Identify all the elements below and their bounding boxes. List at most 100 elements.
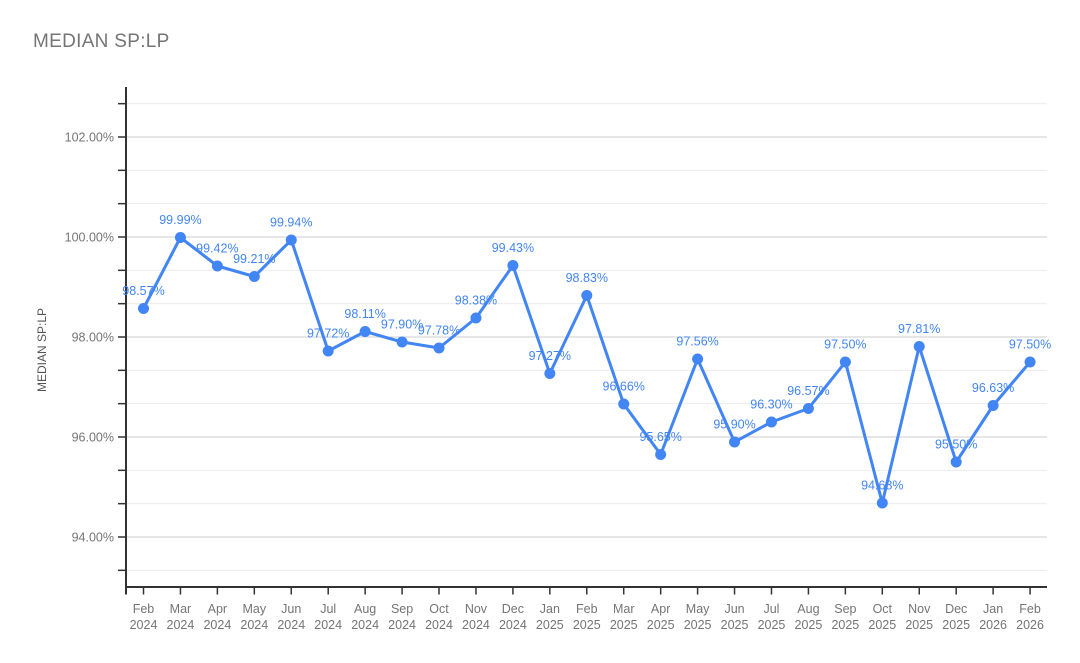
data-point-label: 98.11% — [344, 307, 385, 321]
data-point[interactable] — [618, 398, 630, 410]
x-axis-tick-label-year: 2024 — [499, 618, 527, 632]
data-point-markers — [138, 232, 1036, 509]
x-axis-tick-label-year: 2025 — [647, 618, 675, 632]
x-axis-tick-label-year: 2026 — [979, 618, 1007, 632]
data-point[interactable] — [655, 449, 667, 460]
data-point[interactable] — [174, 232, 186, 243]
data-point-label: 99.94% — [270, 216, 312, 230]
data-point[interactable] — [544, 368, 556, 379]
data-point[interactable] — [692, 353, 704, 365]
x-axis-tick-label-year: 2025 — [721, 618, 749, 632]
y-axis-tick-labels: 94.00% 96.00% 98.00% 100.00% 102.00% — [65, 131, 114, 545]
data-point[interactable] — [839, 356, 851, 368]
x-axis-tick-label-month: Oct — [429, 602, 449, 616]
chart-title: MEDIAN SP:LP — [33, 31, 170, 52]
x-axis-tick-label-month: Oct — [873, 602, 893, 616]
x-axis-tick-label-year: 2025 — [684, 618, 712, 632]
x-axis-tick-label-year: 2024 — [314, 618, 342, 632]
x-axis-tick-label-month: Sep — [834, 602, 856, 616]
data-point-label: 98.83% — [566, 271, 608, 285]
data-point-label: 97.56% — [676, 335, 718, 349]
data-point-labels: 98.57% 99.99% 99.42%99.21% 99.94% 97.72% 98.1… — [122, 213, 1051, 493]
x-axis-tick-label-year: 2024 — [351, 618, 379, 632]
data-point-label: 99.99% — [159, 213, 201, 227]
data-point[interactable] — [285, 234, 297, 246]
data-point[interactable] — [359, 326, 371, 337]
data-point-label: 99.42% — [196, 242, 238, 256]
x-axis-tick-label-year: 2024 — [167, 618, 195, 632]
x-axis-tick-label-month: Jul — [763, 602, 779, 616]
data-point-label: 95.65% — [639, 430, 681, 444]
x-axis-tick-label-month: Jun — [724, 602, 744, 616]
x-axis-tick-label-year: 2026 — [1016, 618, 1044, 632]
data-point[interactable] — [396, 336, 408, 348]
x-axis-tick-label-month: Mar — [613, 602, 635, 616]
data-point[interactable] — [581, 290, 593, 301]
data-point-label: 99.21% — [233, 252, 275, 266]
x-axis-tick-label-year: 2025 — [573, 618, 601, 632]
x-axis-tick-label-year: 2025 — [942, 618, 970, 632]
data-point-label: 96.66% — [603, 380, 645, 394]
data-point-label: 98.57% — [122, 284, 164, 298]
data-point-label: 96.63% — [972, 381, 1014, 395]
data-point[interactable] — [913, 341, 925, 352]
axis-ticks — [118, 102, 1031, 595]
x-axis-tick-label-month: Dec — [502, 602, 524, 616]
x-axis-tick-label-month: Nov — [908, 602, 931, 616]
data-point[interactable] — [138, 303, 149, 314]
data-point-label: 95.90% — [713, 418, 755, 432]
data-point[interactable] — [950, 456, 962, 468]
x-axis-tick-label-year: 2025 — [831, 618, 859, 632]
data-point-label: 95.50% — [935, 438, 977, 452]
y-axis-tick-label: 98.00% — [72, 331, 114, 345]
x-axis-tick-label-month: Jan — [983, 602, 1003, 616]
x-axis-tick-label-year: 2025 — [610, 618, 638, 632]
x-axis-tick-label-month: Feb — [576, 602, 598, 616]
x-axis-tick-label-year: 2025 — [795, 618, 823, 632]
x-axis-tick-label-month: Aug — [797, 602, 819, 616]
data-point-label: 97.81% — [898, 322, 940, 336]
y-axis-tick-label: 102.00% — [65, 131, 114, 145]
data-point-label: 97.78% — [418, 324, 460, 338]
x-axis-tick-label-month: Aug — [354, 602, 376, 616]
data-point[interactable] — [729, 436, 741, 448]
x-axis-tick-label-month: Jan — [540, 602, 560, 616]
data-point-label: 96.30% — [750, 398, 792, 412]
x-axis-tick-label-year: 2025 — [868, 618, 896, 632]
x-axis-tick-label-year: 2024 — [240, 618, 268, 632]
data-point-label: 97.90% — [381, 318, 423, 332]
axes — [125, 87, 1047, 595]
x-axis-tick-label-month: Sep — [391, 602, 413, 616]
data-point-label: 97.50% — [824, 338, 866, 352]
x-axis-tick-label-month: May — [686, 602, 710, 616]
data-point[interactable] — [322, 345, 334, 357]
x-axis-tick-label-month: Jul — [320, 602, 336, 616]
x-axis-tick-label-year: 2024 — [425, 618, 453, 632]
x-axis-tick-label-year: 2025 — [905, 618, 933, 632]
data-point[interactable] — [433, 342, 445, 354]
y-axis-tick-label: 100.00% — [65, 231, 114, 245]
data-point[interactable] — [765, 416, 777, 428]
x-axis-tick-label-year: 2024 — [388, 618, 416, 632]
data-point[interactable] — [987, 400, 999, 411]
x-axis-tick-label-month: Apr — [651, 602, 670, 616]
y-axis-tick-label: 96.00% — [72, 431, 114, 445]
y-axis-tick-label: 94.00% — [72, 531, 114, 545]
data-point[interactable] — [248, 271, 260, 282]
x-axis-tick-label-month: Nov — [465, 602, 488, 616]
data-point[interactable] — [211, 260, 223, 272]
data-point[interactable] — [470, 312, 482, 324]
data-point[interactable] — [507, 260, 519, 271]
x-axis-tick-label-year: 2025 — [536, 618, 564, 632]
data-point[interactable] — [876, 497, 888, 509]
x-axis-tick-label-year: 2024 — [277, 618, 305, 632]
x-axis-tick-label-month: Apr — [208, 602, 227, 616]
data-point[interactable] — [1024, 356, 1036, 368]
data-point-label: 96.57% — [787, 384, 829, 398]
data-point[interactable] — [802, 403, 814, 414]
data-point-label: 97.72% — [307, 327, 349, 341]
y-axis-title: MEDIAN SP:LP — [35, 308, 49, 392]
x-axis-tick-label-month: Jun — [281, 602, 301, 616]
gridlines — [126, 103, 1047, 571]
